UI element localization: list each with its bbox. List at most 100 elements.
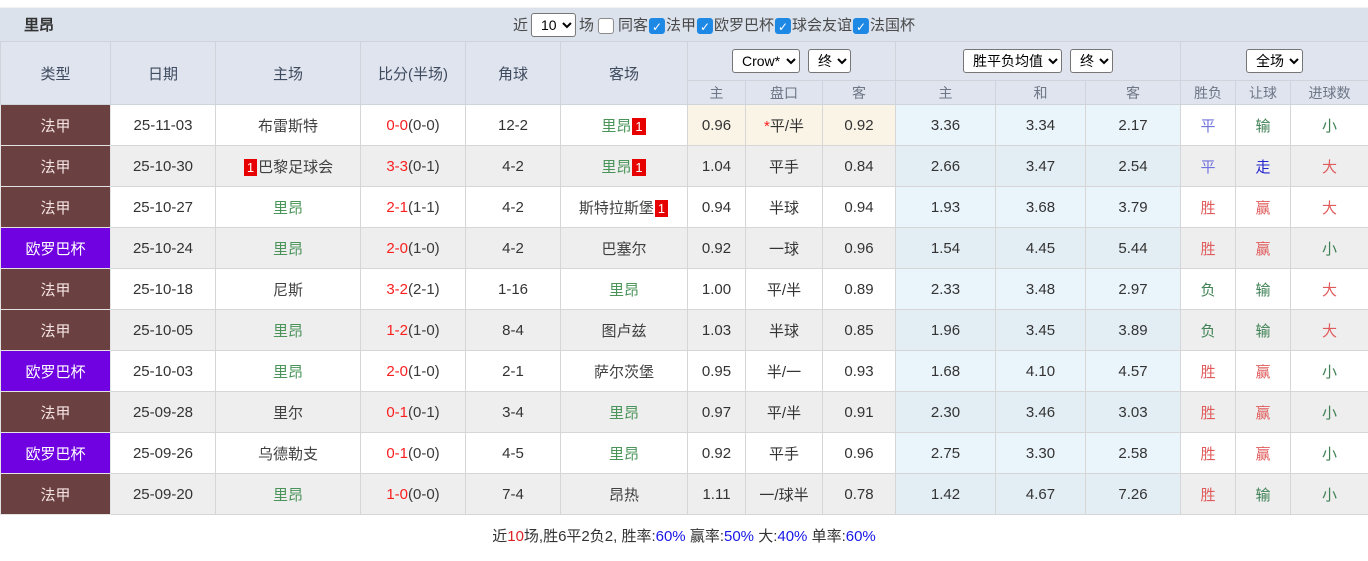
league-badge: 法甲: [1, 392, 111, 433]
avg-away-odds: 3.79: [1086, 187, 1181, 228]
checkbox-label[interactable]: 法国杯: [870, 17, 915, 34]
full-time-score: 3-3: [386, 158, 408, 175]
away-team-cell: 图卢兹: [561, 310, 688, 351]
odds-home: 1.04: [688, 146, 746, 187]
bookmaker-select[interactable]: Crow*: [732, 49, 800, 73]
handicap-line: 平/半: [746, 269, 823, 310]
summary-segment: 赢率:: [686, 528, 724, 545]
avg-away-odds: 7.26: [1086, 474, 1181, 515]
summary-footer: 近10场,胜6平2负2, 胜率:60% 赢率:50% 大:40% 单率:60%: [0, 515, 1368, 561]
match-date: 25-10-03: [111, 351, 216, 392]
period-select[interactable]: 全场: [1246, 49, 1303, 73]
filter-controls: 近 10 场 同客✓法甲✓欧罗巴杯✓球会友谊✓法国杯: [513, 8, 915, 41]
full-time-score: 2-1: [386, 199, 408, 216]
subcol-avg-home: 主: [896, 81, 996, 105]
match-date: 25-09-20: [111, 474, 216, 515]
home-team-name: 里昂: [273, 200, 303, 217]
avg-away-odds: 3.89: [1086, 310, 1181, 351]
half-time-score: (1-1): [408, 199, 440, 216]
result-goals: 大: [1291, 146, 1368, 187]
col-header-type: 类型: [1, 42, 111, 105]
full-time-score: 2-0: [386, 240, 408, 257]
result-handicap: 赢: [1236, 187, 1291, 228]
subcol-avg-away: 客: [1086, 81, 1181, 105]
match-date: 25-09-28: [111, 392, 216, 433]
avg-draw-odds: 4.45: [996, 228, 1086, 269]
checked-checkbox-icon[interactable]: ✓: [853, 18, 869, 34]
checkbox-label[interactable]: 同客: [618, 17, 648, 34]
checked-checkbox-icon[interactable]: ✓: [649, 18, 665, 34]
col-header-corners: 角球: [466, 42, 561, 105]
col-header-away: 客场: [561, 42, 688, 105]
result-goals: 小: [1291, 433, 1368, 474]
league-badge: 欧罗巴杯: [1, 433, 111, 474]
score-cell: 2-0(1-0): [361, 228, 466, 269]
odds-away: 0.92: [823, 105, 896, 146]
league-badge: 法甲: [1, 105, 111, 146]
games-label: 场: [579, 14, 594, 35]
avg-draw-odds: 3.45: [996, 310, 1086, 351]
full-time-score: 1-0: [386, 486, 408, 503]
home-team-cell: 尼斯: [216, 269, 361, 310]
checkbox-label[interactable]: 球会友谊: [792, 17, 852, 34]
home-team-name: 里尔: [273, 405, 303, 422]
avg-away-odds: 5.44: [1086, 228, 1181, 269]
home-team-name: 乌德勒支: [258, 446, 318, 463]
result-handicap: 走: [1236, 146, 1291, 187]
checkbox-label[interactable]: 法甲: [666, 17, 696, 34]
handicap-line: 平手: [746, 146, 823, 187]
result-outcome: 负: [1181, 269, 1236, 310]
handicap-line: 半/一: [746, 351, 823, 392]
result-outcome: 平: [1181, 105, 1236, 146]
result-outcome: 胜: [1181, 187, 1236, 228]
unchecked-checkbox-icon[interactable]: [598, 18, 614, 34]
red-card-badge: 1: [244, 159, 257, 176]
odds-away: 0.93: [823, 351, 896, 392]
topbar: 里昂 近 10 场 同客✓法甲✓欧罗巴杯✓球会友谊✓法国杯: [0, 8, 1368, 41]
checkbox-label[interactable]: 欧罗巴杯: [714, 17, 774, 34]
home-team-cell: 里昂: [216, 228, 361, 269]
half-time-score: (0-1): [408, 404, 440, 421]
subcol-result-handicap: 让球: [1236, 81, 1291, 105]
result-outcome: 胜: [1181, 433, 1236, 474]
away-team-cell: 萨尔茨堡: [561, 351, 688, 392]
avg-time-select[interactable]: 终: [1070, 49, 1113, 73]
full-time-score: 2-0: [386, 363, 408, 380]
corners-cell: 12-2: [466, 105, 561, 146]
full-time-score: 0-0: [386, 117, 408, 134]
home-team-name: 里昂: [273, 323, 303, 340]
summary-segment: 场,胜6平2负2, 胜率:: [524, 528, 656, 545]
checked-checkbox-icon[interactable]: ✓: [697, 18, 713, 34]
checked-checkbox-icon[interactable]: ✓: [775, 18, 791, 34]
score-cell: 0-1(0-0): [361, 433, 466, 474]
odds-time-select[interactable]: 终: [808, 49, 851, 73]
odds-home: 0.96: [688, 105, 746, 146]
result-handicap: 赢: [1236, 351, 1291, 392]
away-team-name: 图卢兹: [601, 323, 646, 340]
home-team-name: 里昂: [273, 241, 303, 258]
summary-segment: 大:: [754, 528, 777, 545]
full-time-score: 3-2: [386, 281, 408, 298]
red-card-badge: 1: [632, 118, 645, 135]
away-team-name: 萨尔茨堡: [594, 364, 654, 381]
avg-type-select[interactable]: 胜平负均值: [963, 49, 1062, 73]
home-team-cell: 布雷斯特: [216, 105, 361, 146]
match-date: 25-10-27: [111, 187, 216, 228]
half-time-score: (2-1): [408, 281, 440, 298]
away-team-cell: 里昂: [561, 269, 688, 310]
avg-draw-odds: 3.48: [996, 269, 1086, 310]
corners-cell: 3-4: [466, 392, 561, 433]
half-time-score: (0-0): [408, 486, 440, 503]
avg-home-odds: 2.33: [896, 269, 996, 310]
handicap-line: 半球: [746, 310, 823, 351]
league-badge: 法甲: [1, 310, 111, 351]
corners-cell: 4-5: [466, 433, 561, 474]
subcol-avg-draw: 和: [996, 81, 1086, 105]
result-handicap: 输: [1236, 474, 1291, 515]
match-count-select[interactable]: 10: [531, 13, 576, 37]
